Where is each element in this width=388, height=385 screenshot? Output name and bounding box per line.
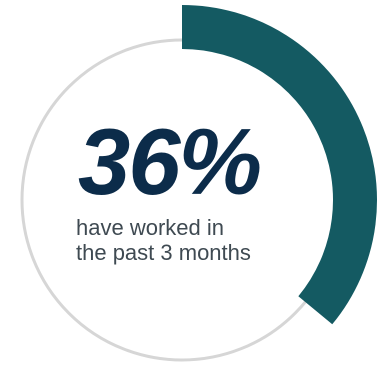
percent-value: 36%	[78, 109, 262, 214]
donut-value-arc	[181, 5, 377, 325]
caption: have worked in the past 3 months	[76, 215, 316, 265]
caption-line-2: the past 3 months	[76, 240, 251, 265]
caption-line-1: have worked in	[76, 215, 224, 240]
